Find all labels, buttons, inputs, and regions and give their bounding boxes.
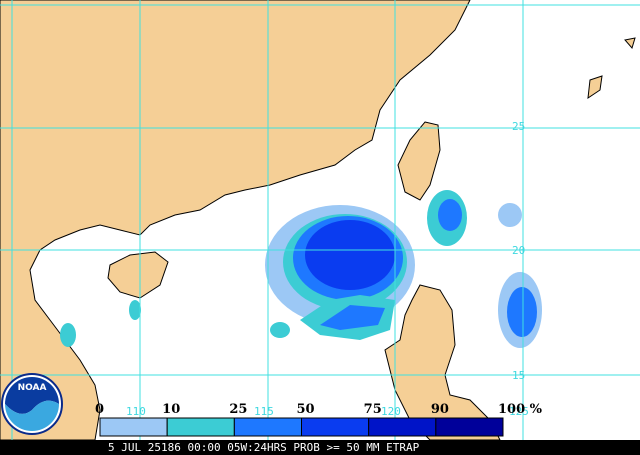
legend-swatch: [99, 417, 168, 437]
footer-bar: [0, 440, 640, 455]
islands: [587, 37, 636, 100]
lon-label: 125: [509, 405, 529, 418]
footer-text: 5 JUL 25186 00:00 05W:24HRS PROB >= 50 M…: [108, 441, 420, 454]
hainan: [107, 251, 169, 299]
lon-label: 115: [254, 405, 274, 418]
legend-swatch: [301, 417, 370, 437]
mainland-china: [0, 0, 471, 441]
legend-swatch: [435, 417, 504, 437]
taiwan: [397, 121, 441, 201]
legend-swatch: [368, 417, 437, 437]
legend-label: 25: [229, 402, 247, 417]
graticule: [0, 0, 640, 440]
legend-label: 90: [431, 402, 449, 417]
legend-label: 75: [364, 402, 382, 417]
lat-label: 25: [512, 120, 525, 133]
lat-label: 20: [512, 244, 525, 257]
lon-label: 120: [381, 405, 401, 418]
legend-swatch: [166, 417, 235, 437]
legend-swatch: [233, 417, 302, 437]
legend-label: 50: [297, 402, 315, 417]
lon-label: 110: [126, 405, 146, 418]
noaa-logo: NOAA: [1, 373, 63, 435]
legend: 0 10 25 50 75 90 100 %: [95, 402, 543, 437]
legend-label: 0: [95, 402, 104, 417]
legend-label: 100 %: [498, 402, 543, 417]
logo-text: NOAA: [18, 383, 47, 393]
lat-label: 15: [512, 369, 525, 382]
rain-field: [60, 190, 542, 348]
legend-label: 10: [162, 402, 180, 417]
